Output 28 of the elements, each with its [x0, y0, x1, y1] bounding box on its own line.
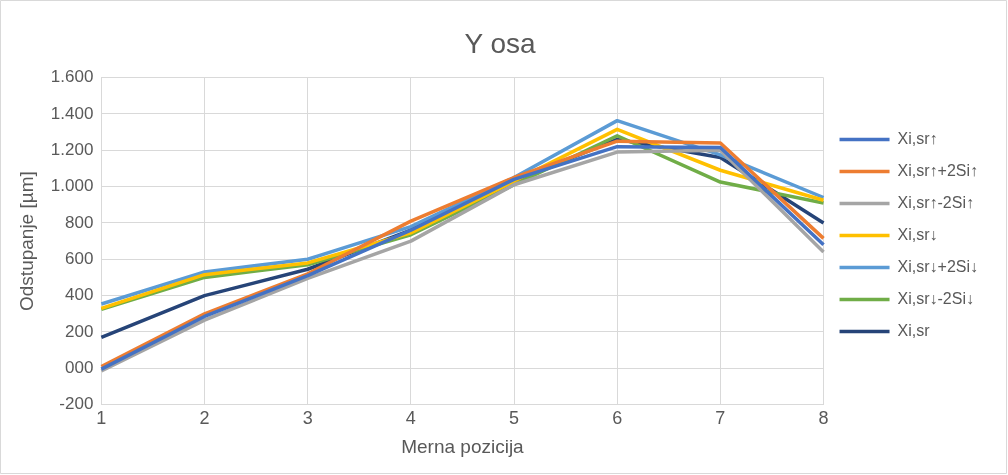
y-tick-label: 400	[64, 285, 94, 305]
legend-label: Xi,sr↑+2Si↑	[897, 161, 978, 179]
x-tick-label: 4	[405, 408, 416, 429]
x-tick-label: 3	[302, 408, 313, 429]
y-tick-label: 1.200	[50, 139, 94, 159]
y-tick-label: 600	[64, 248, 94, 268]
legend-label: Xi,sr↑	[897, 129, 938, 147]
x-tick-label: 5	[509, 408, 520, 429]
x-tick-label: 6	[612, 408, 623, 429]
chart-title: Y osa	[464, 27, 536, 59]
x-tick-label: 2	[199, 408, 210, 429]
y-tick-label: 000	[64, 357, 94, 377]
legend-label: Xi,sr	[897, 321, 931, 339]
y-tick-label: -200	[59, 394, 94, 414]
y-tick-label: 1.600	[50, 67, 94, 87]
x-tick-label: 7	[715, 408, 726, 429]
y-tick-label: 1.000	[50, 176, 94, 196]
legend-label: Xi,sr↓-2Si↓	[897, 289, 974, 307]
y-axis-title: Odstupanje [µm]	[15, 171, 37, 311]
legend-label: Xi,sr↓	[897, 225, 938, 243]
y-tick-label: 1.400	[50, 103, 94, 123]
y-tick-label: 800	[64, 212, 94, 232]
y-tick-label: 200	[64, 321, 94, 341]
x-tick-label: 1	[96, 408, 107, 429]
x-axis-title: Merna pozicija	[401, 435, 525, 457]
x-tick-label: 8	[818, 408, 829, 429]
legend-label: Xi,sr↑-2Si↑	[897, 193, 974, 211]
legend-label: Xi,sr↓+2Si↓	[897, 257, 978, 275]
